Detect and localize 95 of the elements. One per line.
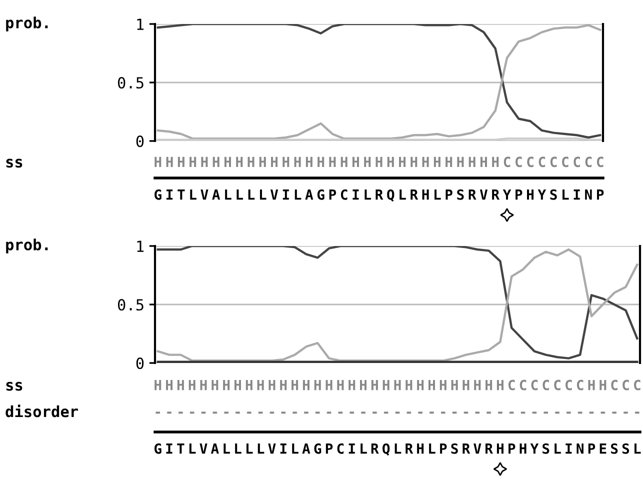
x-tick-label: L xyxy=(292,444,298,454)
x-tick-label: L xyxy=(260,190,266,200)
y-tick-label: 1 xyxy=(137,18,144,30)
x-tick-label: C xyxy=(340,189,348,200)
x-tick-label: L xyxy=(189,444,196,454)
x-tick-label: Q xyxy=(387,189,394,202)
x-tick-label: P xyxy=(329,190,336,200)
x-tick-label: Y xyxy=(502,190,512,200)
x-tick-label: A xyxy=(210,444,219,454)
x-tick-label: P xyxy=(516,190,522,200)
x-tick-label: H xyxy=(496,444,504,454)
x-tick-label: R xyxy=(492,190,500,200)
x-tick-label: I xyxy=(348,444,355,454)
x-tick-label: R xyxy=(468,190,476,200)
x-tick-label: S xyxy=(451,443,458,454)
x-tick-label: V xyxy=(270,190,278,200)
text: ss xyxy=(6,382,22,391)
x-tick-label: S xyxy=(622,443,630,454)
x-tick-label: L xyxy=(364,190,371,200)
x-tick-label: H xyxy=(520,444,526,454)
x-tick-label: V xyxy=(474,444,482,454)
x-tick-label: P xyxy=(440,444,447,454)
x-tick-label: L xyxy=(634,444,641,454)
x-tick-label: L xyxy=(394,444,402,454)
x-tick-label: L xyxy=(236,190,243,200)
x-tick-label: V xyxy=(200,444,208,454)
x-tick-label: S xyxy=(457,189,464,200)
x-tick-label: R xyxy=(406,444,414,454)
x-tick-label: N xyxy=(576,444,584,454)
x-tick-label: A xyxy=(302,444,310,454)
x-tick-label: I xyxy=(280,444,286,454)
y-axis-title: prob. xyxy=(6,16,48,32)
x-tick-label: T xyxy=(178,190,185,200)
x-tick-label: Y xyxy=(530,444,539,454)
x-tick-label: R xyxy=(410,190,418,200)
x-tick-label: G xyxy=(317,189,324,200)
x-tick-label: A xyxy=(212,190,220,200)
x-tick-label: L xyxy=(554,444,561,454)
x-tick-label: L xyxy=(246,444,253,454)
x-tick-label: V xyxy=(268,444,276,454)
x-tick-label: I xyxy=(166,444,172,454)
x-tick-label: L xyxy=(434,190,441,200)
line-series xyxy=(156,24,602,139)
x-tick-label: L xyxy=(225,190,232,200)
text: disorder xyxy=(6,404,78,418)
x-tick-label: V xyxy=(480,190,488,200)
x-tick-label: L xyxy=(294,190,302,200)
x-tick-label: G xyxy=(314,443,322,454)
x-tick-label: L xyxy=(429,444,436,454)
x-tick-label: R xyxy=(376,190,384,200)
x-tick-label: L xyxy=(360,444,367,454)
y-tick-label: 0 xyxy=(136,358,144,370)
text: ------------------------------------------- xyxy=(156,412,640,414)
x-tick-label: H xyxy=(417,444,424,454)
x-tick-label: G xyxy=(154,443,162,454)
x-tick-label: L xyxy=(400,190,406,200)
x-tick-label: Y xyxy=(538,190,546,200)
x-tick-label: R xyxy=(371,444,379,454)
x-tick-label: P xyxy=(446,190,452,200)
x-tick-label: I xyxy=(282,190,289,200)
y-axis-title: prob. xyxy=(6,238,48,254)
x-tick-label: I xyxy=(166,190,173,200)
y-tick-label: 0.5 xyxy=(118,77,144,89)
x-tick-label: H xyxy=(527,190,534,200)
x-tick-label: C xyxy=(337,443,344,454)
x-tick-label: S xyxy=(542,443,550,454)
text: ss xyxy=(6,158,22,168)
x-tick-label: Q xyxy=(382,443,390,456)
x-tick-label: P xyxy=(588,444,596,454)
y-tick-label: 0.5 xyxy=(118,299,144,311)
x-tick-label: L xyxy=(258,444,264,454)
x-tick-label: I xyxy=(352,190,359,200)
x-tick-label: L xyxy=(235,444,242,454)
x-tick-label: P xyxy=(326,444,333,454)
x-tick-label: I xyxy=(566,444,572,454)
y-tick-label: 0 xyxy=(136,136,144,148)
y-tick-label: 1 xyxy=(137,240,144,252)
x-tick-label: I xyxy=(574,190,580,200)
x-tick-label: V xyxy=(200,190,208,200)
x-tick-label: S xyxy=(611,443,618,454)
x-tick-label: L xyxy=(190,190,196,200)
x-tick-label: E xyxy=(600,444,606,454)
x-tick-label: H xyxy=(422,190,429,200)
x-tick-label: G xyxy=(154,189,162,200)
x-tick-label: T xyxy=(177,444,184,454)
x-tick-label: R xyxy=(486,444,493,454)
x-tick-label: A xyxy=(305,190,314,200)
x-tick-label: L xyxy=(224,444,230,454)
x-tick-label: N xyxy=(585,190,592,200)
x-tick-label: P xyxy=(508,444,516,454)
x-tick-label: S xyxy=(550,189,557,200)
x-tick-label: L xyxy=(248,190,255,200)
x-tick-label: L xyxy=(562,190,569,200)
x-tick-label: R xyxy=(462,444,470,454)
x-tick-label: P xyxy=(597,190,604,200)
